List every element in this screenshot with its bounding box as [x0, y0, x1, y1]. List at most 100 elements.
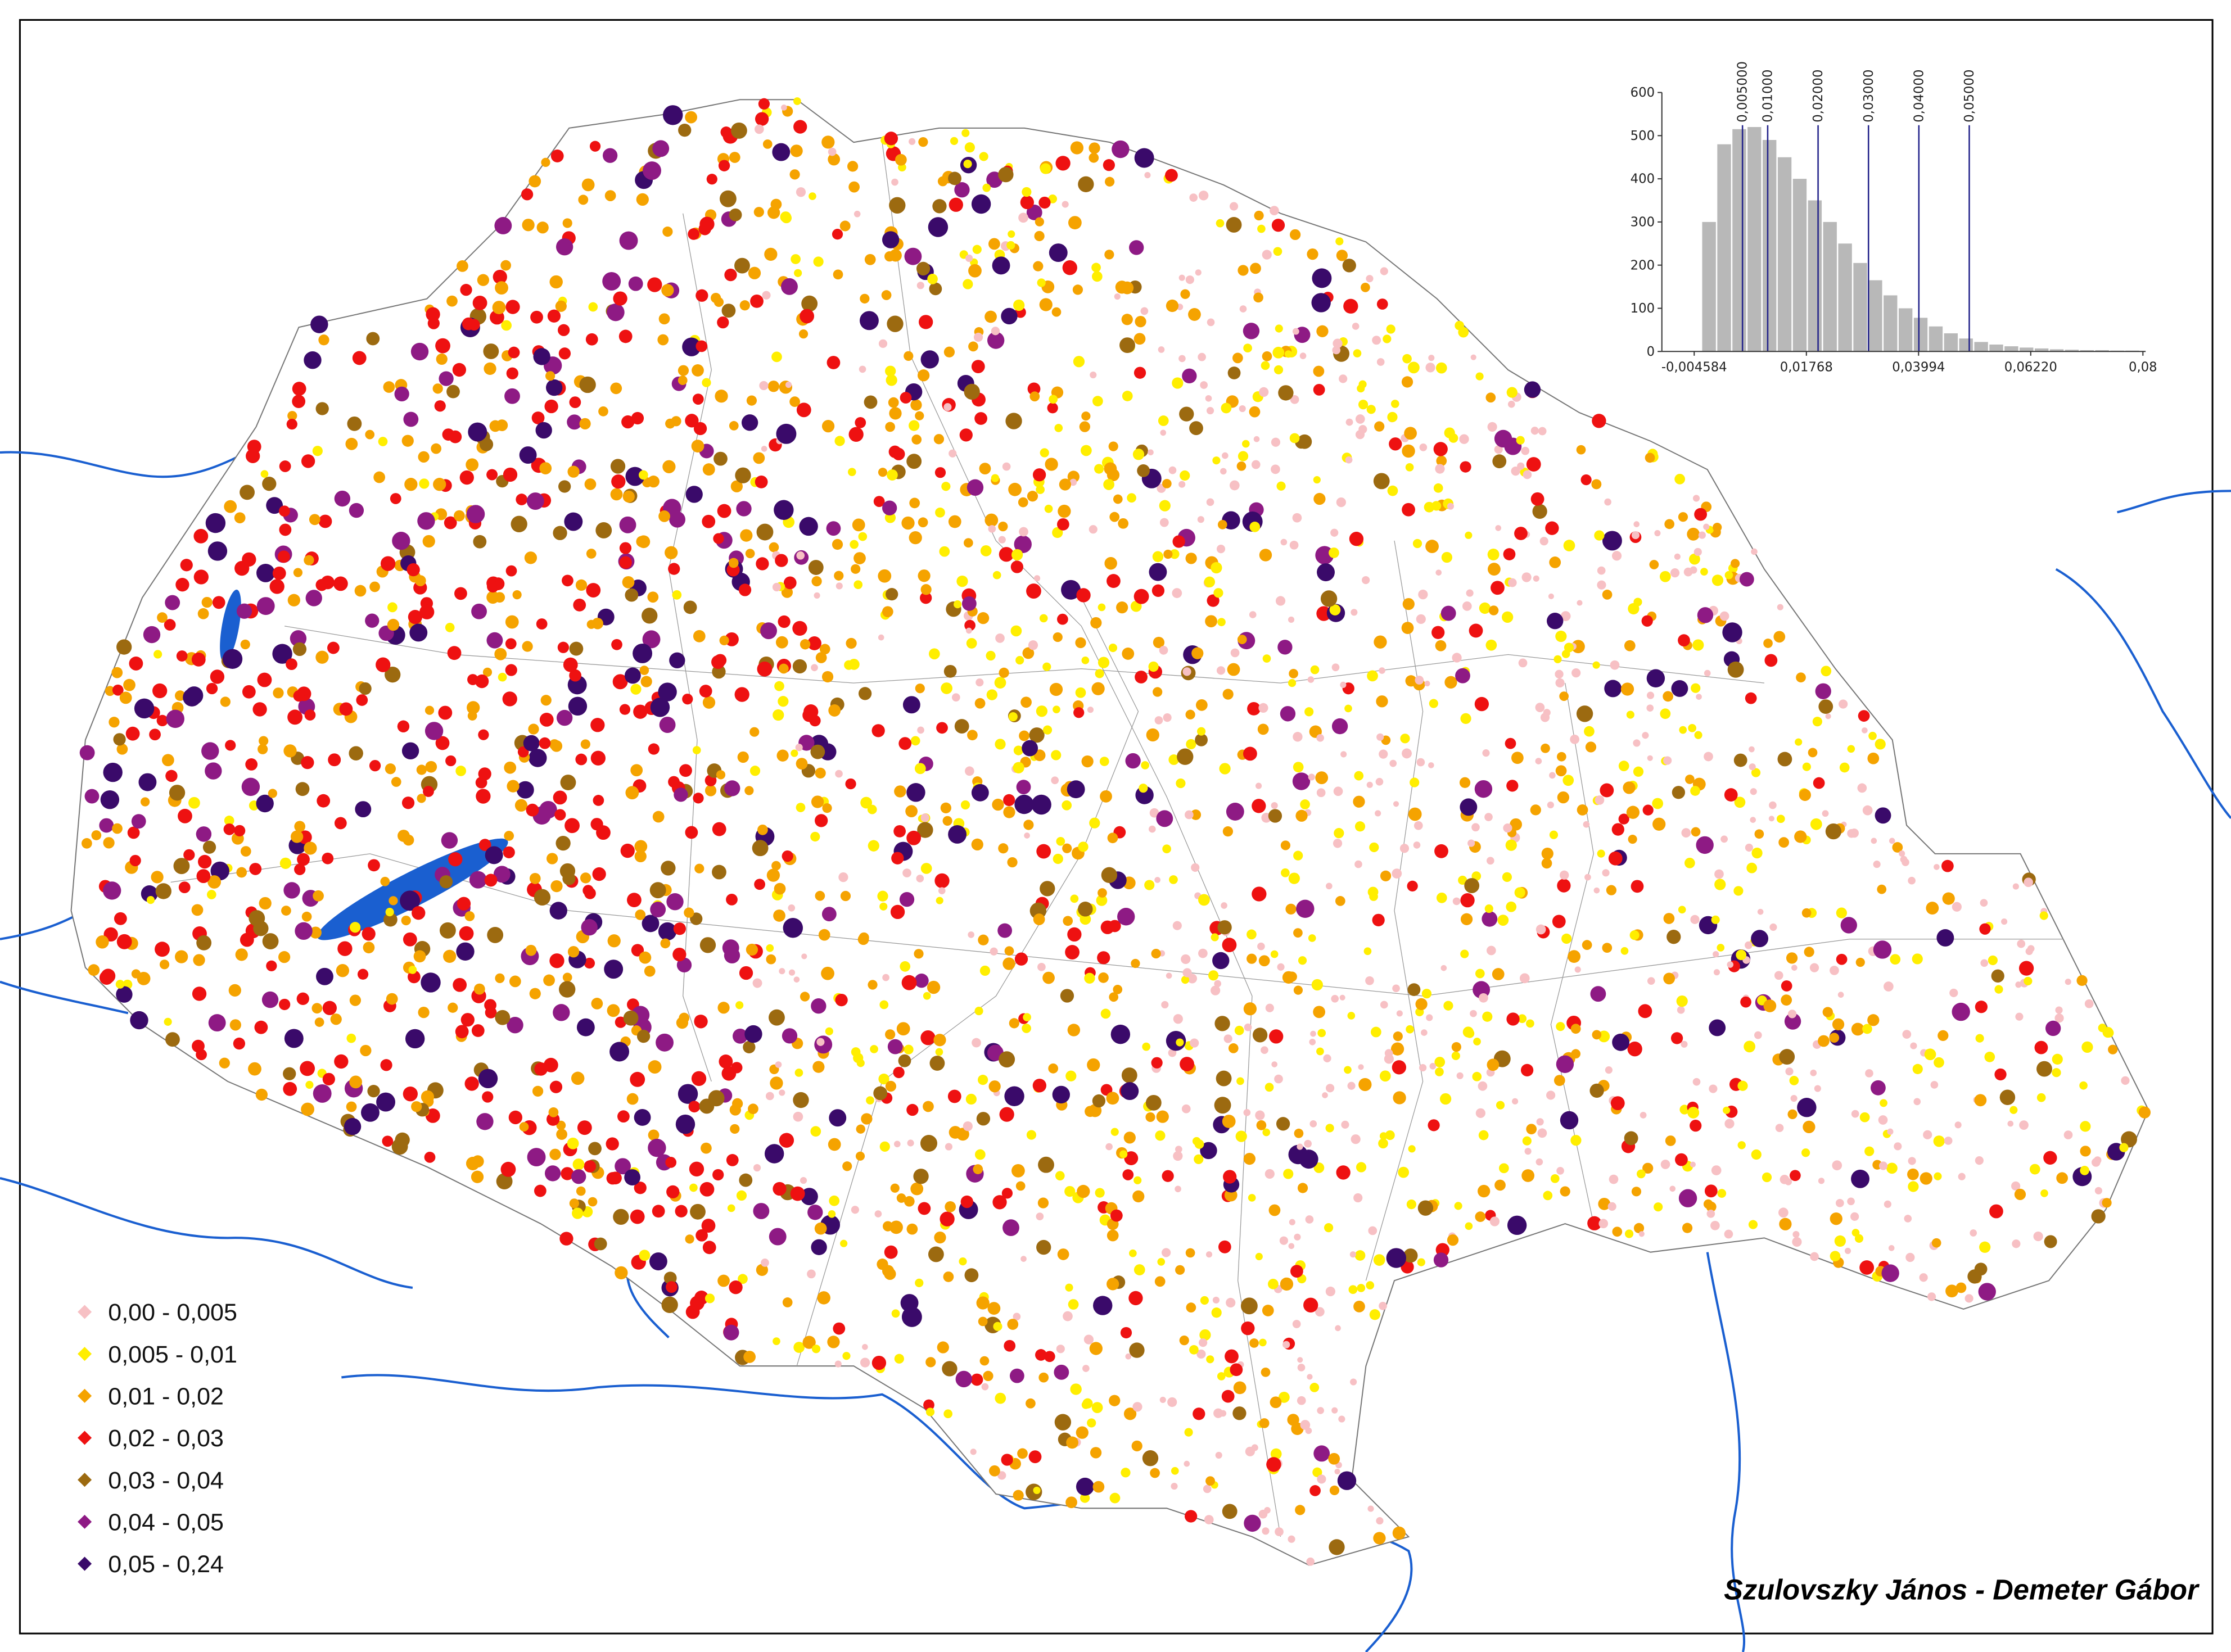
map-dot: [1294, 1233, 1301, 1241]
map-dot: [1602, 869, 1610, 877]
map-dot: [701, 1219, 716, 1233]
map-dot: [1383, 334, 1392, 343]
map-dot: [773, 1337, 780, 1345]
map-dot: [1081, 755, 1094, 768]
map-dot: [112, 684, 124, 696]
map-dot: [1114, 293, 1121, 300]
map-dot: [1013, 299, 1025, 311]
map-dot: [535, 422, 552, 439]
map-dot: [350, 922, 361, 933]
map-dot: [1677, 1006, 1685, 1014]
legend-swatch: [78, 1473, 92, 1487]
map-dot: [1100, 920, 1114, 934]
map-dot: [642, 915, 660, 933]
map-dot: [1032, 468, 1046, 482]
map-dot: [1487, 422, 1497, 432]
map-dot: [1258, 955, 1270, 967]
map-dot: [1212, 456, 1221, 465]
map-dot: [1942, 892, 1955, 905]
map-dot: [1462, 601, 1472, 611]
map-dot: [1810, 818, 1822, 830]
map-dot: [1376, 1517, 1384, 1525]
map-dot: [1482, 1011, 1493, 1022]
map-dot: [986, 689, 997, 700]
map-dot: [594, 1237, 607, 1251]
map-dot: [530, 310, 543, 324]
map-dot: [522, 219, 535, 232]
map-dot: [1313, 492, 1326, 505]
map-dot: [1623, 781, 1636, 794]
map-dot: [1340, 681, 1347, 688]
map-dot: [514, 799, 528, 812]
map-dot: [328, 753, 341, 767]
map-dot: [1376, 733, 1384, 741]
map-dot: [1151, 948, 1161, 959]
map-dot: [1576, 705, 1593, 722]
map-dot: [999, 1051, 1015, 1068]
map-dot: [1052, 527, 1063, 538]
map-dot: [1257, 723, 1269, 735]
map-dot: [1781, 980, 1792, 992]
map-dot: [979, 1356, 990, 1366]
map-dot: [624, 1169, 641, 1185]
map-dot: [1489, 1216, 1500, 1226]
map-dot: [851, 1047, 861, 1057]
map-dot: [1133, 333, 1146, 345]
map-dot: [744, 786, 754, 795]
map-dot: [397, 720, 410, 732]
map-dot: [146, 896, 155, 904]
map-dot: [976, 678, 984, 687]
map-dot: [334, 1054, 349, 1069]
map-dot: [766, 954, 776, 965]
map-dot: [1148, 825, 1156, 833]
map-dot: [2084, 999, 2094, 1008]
map-dot: [1115, 280, 1129, 294]
map-dot: [933, 1034, 946, 1047]
map-dot: [990, 947, 998, 956]
map-dot: [1696, 836, 1714, 854]
map-dot: [702, 514, 716, 528]
map-dot: [814, 592, 820, 599]
map-dot: [392, 531, 410, 550]
map-dot: [1062, 843, 1072, 853]
map-dot: [1090, 617, 1102, 629]
map-dot: [1261, 1367, 1271, 1377]
map-dot: [1400, 734, 1410, 744]
map-dot: [1597, 566, 1606, 575]
map-dot: [753, 452, 765, 464]
map-dot: [1626, 710, 1634, 719]
map-dot: [1103, 159, 1115, 171]
map-dot: [916, 261, 931, 276]
map-dot: [1574, 966, 1581, 973]
y-tick-label: 400: [1631, 172, 1655, 187]
map-dot: [2043, 1151, 2057, 1165]
map-dot: [1678, 906, 1686, 914]
map-dot: [1249, 611, 1257, 618]
y-tick-label: 600: [1631, 85, 1655, 100]
map-dot: [989, 1465, 1000, 1477]
map-dot: [619, 556, 632, 569]
map-dot: [776, 423, 797, 444]
map-dot: [762, 291, 771, 300]
map-dot: [941, 482, 951, 491]
map-dot: [1563, 540, 1575, 551]
map-dot: [1585, 741, 1597, 753]
map-dot: [1331, 663, 1340, 672]
map-dot: [1253, 292, 1263, 303]
map-dot: [1280, 538, 1288, 546]
map-dot: [1135, 671, 1148, 684]
map-dot: [1113, 985, 1123, 994]
map-dot: [1510, 818, 1522, 831]
map-dot: [385, 908, 394, 917]
map-dot: [1107, 832, 1118, 844]
map-dot: [712, 822, 726, 836]
histogram-bar: [1838, 243, 1852, 352]
map-dot: [556, 835, 571, 851]
map-dot: [882, 231, 900, 248]
map-dot: [1433, 1252, 1449, 1268]
map-dot: [1184, 810, 1194, 820]
map-dot: [998, 166, 1014, 183]
map-dot: [904, 1044, 914, 1054]
map-dot: [718, 160, 730, 171]
map-dot: [928, 1246, 944, 1262]
